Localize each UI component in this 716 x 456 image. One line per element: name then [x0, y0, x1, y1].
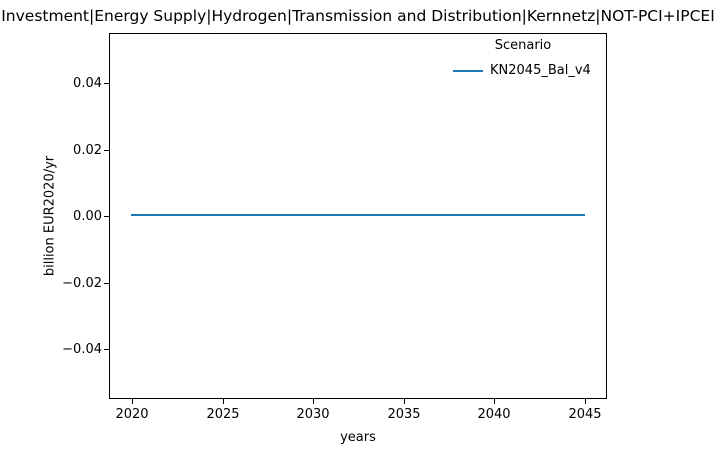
y-tick-mark	[104, 283, 109, 284]
y-tick-label: 0.02	[73, 143, 102, 158]
x-tick-mark	[494, 399, 495, 404]
x-axis-label: years	[340, 430, 376, 445]
chart-title: Investment|Energy Supply|Hydrogen|Transm…	[1, 7, 715, 25]
x-tick-mark	[223, 399, 224, 404]
y-tick-mark	[104, 349, 109, 350]
y-tick-mark	[104, 216, 109, 217]
legend-line-swatch-icon	[453, 70, 483, 72]
x-tick-mark	[313, 399, 314, 404]
y-tick-label: 0.04	[73, 76, 102, 91]
x-tick-label: 2020	[115, 407, 149, 422]
y-tick-label: −0.04	[62, 342, 102, 357]
legend-entry-label: KN2045_Bal_v4	[490, 63, 591, 78]
x-tick-label: 2025	[206, 407, 240, 422]
series-line-kn2045-bal-v4	[131, 214, 585, 216]
legend: Scenario KN2045_Bal_v4	[443, 38, 603, 81]
y-tick-mark	[104, 83, 109, 84]
x-tick-label: 2040	[477, 407, 511, 422]
x-tick-label: 2035	[387, 407, 421, 422]
x-tick-mark	[404, 399, 405, 404]
x-tick-mark	[585, 399, 586, 404]
legend-entry: KN2045_Bal_v4	[443, 63, 603, 81]
y-tick-label: 0.00	[73, 209, 102, 224]
plot-area	[109, 33, 607, 399]
x-tick-mark	[132, 399, 133, 404]
y-axis-label: billion EUR2020/yr	[42, 155, 58, 277]
x-tick-label: 2030	[296, 407, 330, 422]
legend-title: Scenario	[494, 38, 552, 53]
x-tick-label: 2045	[568, 407, 602, 422]
y-tick-mark	[104, 150, 109, 151]
y-tick-label: −0.02	[62, 276, 102, 291]
